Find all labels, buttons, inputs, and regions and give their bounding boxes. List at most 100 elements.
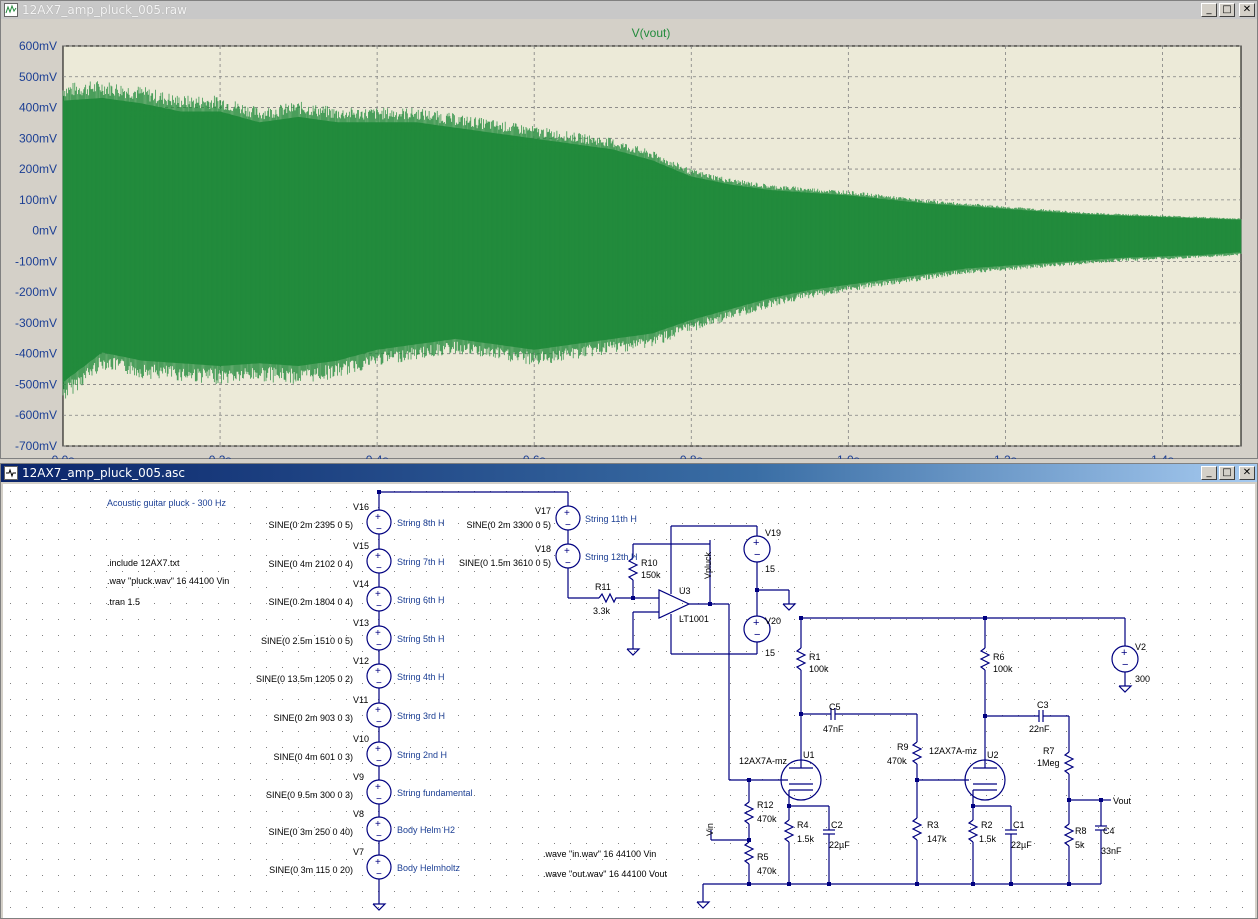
r3-value[interactable]: 147k xyxy=(927,834,947,844)
r1-ref[interactable]: R1 xyxy=(809,652,821,662)
c2-value[interactable]: 22µF xyxy=(829,840,850,850)
trace-label[interactable]: V(vout) xyxy=(632,26,671,40)
maximize-button[interactable]: □ xyxy=(1219,466,1235,480)
source-ref: V10 xyxy=(353,734,369,744)
y-tick-label: 300mV xyxy=(19,131,57,145)
c4-value[interactable]: 33nF xyxy=(1101,846,1122,856)
r7-value[interactable]: 1Meg xyxy=(1037,758,1060,768)
c1-ref[interactable]: C1 xyxy=(1013,820,1025,830)
u3-value[interactable]: LT1001 xyxy=(679,614,709,624)
x-tick-label: 0.4s xyxy=(366,453,389,459)
vin-netlabel[interactable]: Vin xyxy=(705,823,715,836)
svg-text:−: − xyxy=(376,563,382,574)
c2-ref[interactable]: C2 xyxy=(831,820,843,830)
schematic-window-titlebar[interactable]: 12AX7_amp_pluck_005.asc _ □ ✕ xyxy=(1,464,1257,482)
c5-ref[interactable]: C5 xyxy=(829,702,841,712)
v20-value[interactable]: 15 xyxy=(765,648,775,658)
schematic-window[interactable]: 12AX7_amp_pluck_005.asc _ □ ✕ Acoustic g… xyxy=(0,463,1258,919)
c1-value[interactable]: 22µF xyxy=(1011,840,1032,850)
plot-window-titlebar[interactable]: 12AX7_amp_pluck_005.raw _ □ ✕ xyxy=(1,1,1257,19)
v19-ref[interactable]: V19 xyxy=(765,528,781,538)
u1-value[interactable]: 12AX7A-mz xyxy=(739,756,788,766)
r8-ref[interactable]: R8 xyxy=(1075,826,1087,836)
y-tick-label: 400mV xyxy=(19,101,57,115)
r5-value[interactable]: 470k xyxy=(757,866,777,876)
close-button[interactable]: ✕ xyxy=(1239,466,1255,480)
r1-value[interactable]: 100k xyxy=(809,664,829,674)
r3-ref[interactable]: R3 xyxy=(927,820,939,830)
r6-ref[interactable]: R6 xyxy=(993,652,1005,662)
r7-ref[interactable]: R7 xyxy=(1043,746,1055,756)
r11-ref[interactable]: R11 xyxy=(595,582,611,592)
v2-ref[interactable]: V2 xyxy=(1135,642,1146,652)
x-axis-ticks: 0.0s 0.2s 0.4s 0.6s 0.8s 1.0s 1.2s 1.4s xyxy=(52,453,1174,459)
c4-ref[interactable]: C4 xyxy=(1103,826,1115,836)
u2-value[interactable]: 12AX7A-mz xyxy=(929,746,978,756)
u1-ref[interactable]: U1 xyxy=(803,750,815,760)
u2-ref[interactable]: U2 xyxy=(987,750,999,760)
r10-ref[interactable]: R10 xyxy=(641,558,658,568)
svg-text:−: − xyxy=(754,629,760,641)
close-button[interactable]: ✕ xyxy=(1239,3,1255,17)
source-ref: V16 xyxy=(353,502,369,512)
r6-value[interactable]: 100k xyxy=(993,664,1013,674)
r11-value[interactable]: 3.3k xyxy=(593,606,611,616)
r9-ref[interactable]: R9 xyxy=(897,742,909,752)
directive-wav[interactable]: .wav "pluck.wav" 16 44100 Vin xyxy=(107,576,229,586)
source-ref: V9 xyxy=(353,772,364,782)
c5-value[interactable]: 47nF xyxy=(823,724,844,734)
source-value: SINE(0 3m 250 0 40) xyxy=(268,827,353,837)
waveform-plot[interactable]: V(vout) 600mV 500mV 400mV 300mV 200mV 100mV 0m… xyxy=(1,19,1257,459)
svg-text:+: + xyxy=(375,857,381,868)
plot-window[interactable]: 12AX7_amp_pluck_005.raw _ □ ✕ V(vout) 60… xyxy=(0,0,1258,459)
c3-ref[interactable]: C3 xyxy=(1037,700,1049,710)
source-label: String fundamental xyxy=(397,788,473,798)
schematic-comment[interactable]: Acoustic guitar pluck - 300 Hz xyxy=(107,498,227,508)
vout-netlabel[interactable]: Vout xyxy=(1113,796,1132,806)
minimize-button[interactable]: _ xyxy=(1201,466,1217,480)
r12-value[interactable]: 470k xyxy=(757,814,777,824)
voltage-source-v18[interactable]: +− V18 SINE(0 1.5m 3610 0 5) String 12th H xyxy=(459,543,638,569)
directive-tran[interactable]: .tran 1.5 xyxy=(107,597,140,607)
voltage-source-v17[interactable]: +− V17 SINE(0 2m 3300 0 5) String 11th H xyxy=(466,505,637,531)
source-ref: V13 xyxy=(353,618,369,628)
r2-value[interactable]: 1.5k xyxy=(979,834,997,844)
svg-text:+: + xyxy=(753,617,759,629)
schematic-canvas[interactable]: Acoustic guitar pluck - 300 Hz .include … xyxy=(3,484,1255,918)
v19-value[interactable]: 15 xyxy=(765,564,775,574)
v20-ref[interactable]: V20 xyxy=(765,616,781,626)
r10-value[interactable]: 150k xyxy=(641,570,661,580)
r4-value[interactable]: 1.5k xyxy=(797,834,815,844)
r5-ref[interactable]: R5 xyxy=(757,852,769,862)
svg-text:+: + xyxy=(375,551,381,562)
directive-include[interactable]: .include 12AX7.txt xyxy=(107,558,180,568)
r12-ref[interactable]: R12 xyxy=(757,800,774,810)
r4-ref[interactable]: R4 xyxy=(797,820,809,830)
source-label: String 4th H xyxy=(397,672,445,682)
plot-window-title: 12AX7_amp_pluck_005.raw xyxy=(22,3,187,17)
svg-text:−: − xyxy=(754,549,760,561)
u3-ref[interactable]: U3 xyxy=(679,586,691,596)
r8-value[interactable]: 5k xyxy=(1075,840,1085,850)
maximize-button[interactable]: □ xyxy=(1219,3,1235,17)
v2-value[interactable]: 300 xyxy=(1135,674,1150,684)
r2-ref[interactable]: R2 xyxy=(981,820,993,830)
directive-wave-in[interactable]: .wave "in.wav" 16 44100 Vin xyxy=(543,849,656,859)
vpluck-netlabel[interactable]: Vpluck xyxy=(703,551,713,579)
svg-text:+: + xyxy=(375,512,381,523)
directive-wave-out[interactable]: .wave "out.wav" 16 44100 Vout xyxy=(543,869,667,879)
minimize-button[interactable]: _ xyxy=(1201,3,1217,17)
c3-value[interactable]: 22nF xyxy=(1029,724,1050,734)
svg-text:+: + xyxy=(564,508,570,519)
r9-value[interactable]: 470k xyxy=(887,756,907,766)
